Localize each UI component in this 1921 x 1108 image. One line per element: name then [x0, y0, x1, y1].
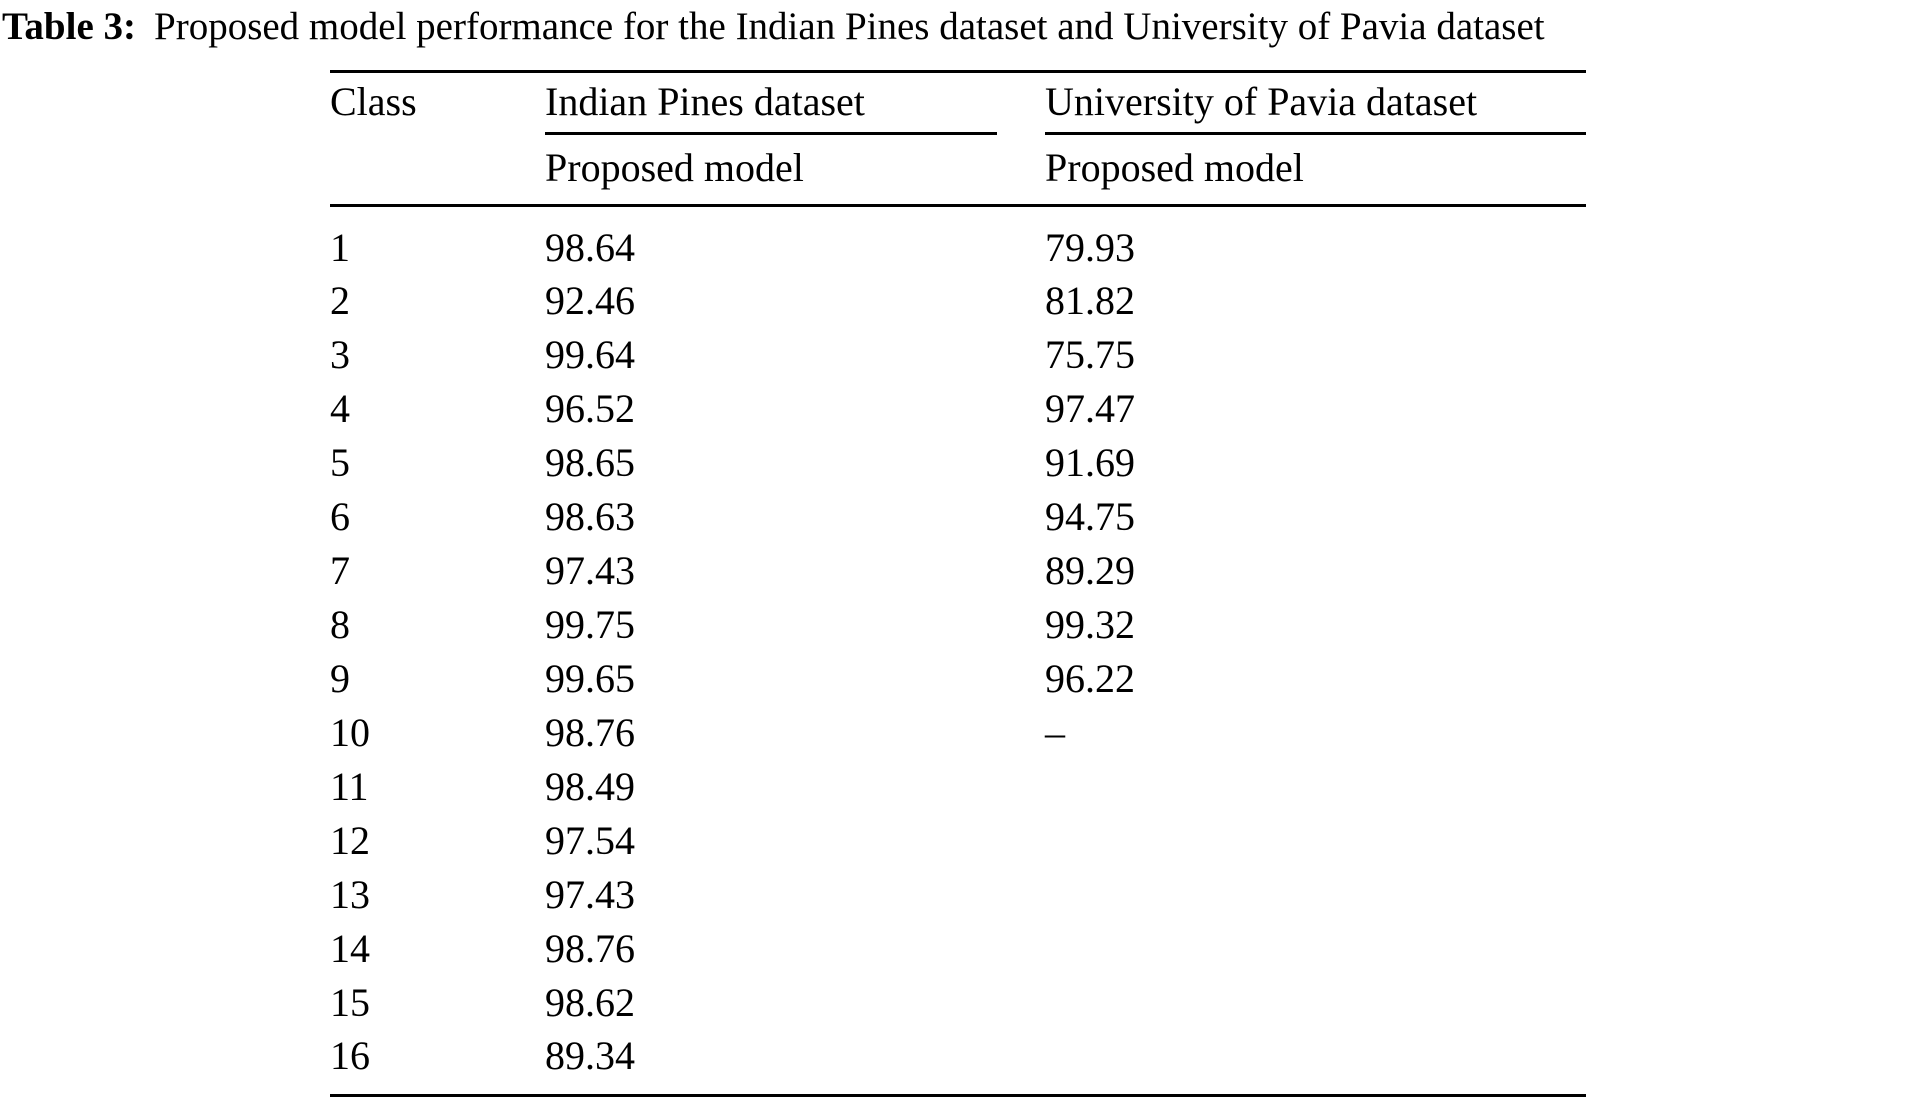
pavia-group-label: University of Pavia dataset [1045, 78, 1478, 124]
indian-pines-cell: 97.43 [545, 548, 635, 593]
indian-pines-cell: 97.54 [545, 818, 635, 863]
table-row: 15 98.62 [330, 976, 1586, 1030]
table-row: 9 99.65 96.22 [330, 652, 1586, 706]
class-cell: 8 [330, 602, 350, 647]
table-row: 16 89.34 [330, 1030, 1586, 1096]
class-cell: 12 [330, 818, 370, 863]
table-row: 8 99.75 99.32 [330, 598, 1586, 652]
class-cell: 5 [330, 440, 350, 485]
table-row: 10 98.76 – [330, 706, 1586, 760]
indian-pines-cell: 99.64 [545, 332, 635, 377]
indian-pines-cell: 98.49 [545, 764, 635, 809]
pavia-cell [1045, 814, 1586, 868]
class-cell: 4 [330, 386, 350, 431]
table-body: 1 98.64 79.93 2 92.46 81.82 3 99.64 75.75 4 96.52 9… [330, 206, 1586, 1096]
caption-label: Table 3: [2, 5, 137, 48]
class-cell: 10 [330, 710, 370, 755]
pavia-column-rule [1045, 131, 1586, 135]
class-cell: 11 [330, 764, 369, 809]
class-cell: 3 [330, 332, 350, 377]
class-cell: 15 [330, 980, 370, 1025]
performance-table-wrap: Class Indian Pines dataset University of… [330, 70, 1586, 1097]
indian-pines-cell: 98.62 [545, 980, 635, 1025]
indian-pines-cell: 99.75 [545, 602, 635, 647]
table-row: 11 98.49 [330, 760, 1586, 814]
table-row: 1 98.64 79.93 [330, 206, 1586, 274]
class-cell: 6 [330, 494, 350, 539]
class-cell: 13 [330, 872, 370, 917]
table-row: 2 92.46 81.82 [330, 274, 1586, 328]
pavia-cell: 89.29 [1045, 548, 1135, 593]
pavia-cell [1045, 1030, 1586, 1096]
pavia-model-header: Proposed model [1045, 144, 1304, 190]
pavia-cell: 97.47 [1045, 386, 1135, 431]
class-cell: 1 [330, 224, 350, 270]
table-row: 6 98.63 94.75 [330, 490, 1586, 544]
table-row: 3 99.64 75.75 [330, 328, 1586, 382]
indian-pines-cell: 97.43 [545, 872, 635, 917]
dataset-header-row: Class Indian Pines dataset University of… [330, 72, 1586, 135]
pavia-cell: – [1045, 710, 1065, 755]
pavia-cell [1045, 976, 1586, 1030]
pavia-cell: 79.93 [1045, 224, 1135, 270]
pavia-cell: 99.32 [1045, 602, 1135, 647]
model-header-row: Proposed model Proposed model [330, 135, 1586, 206]
table-row: 12 97.54 [330, 814, 1586, 868]
pavia-cell [1045, 760, 1586, 814]
results-table: Class Indian Pines dataset University of… [330, 70, 1586, 1097]
indian-pines-model-header: Proposed model [545, 144, 804, 190]
empty-header-cell [330, 135, 545, 206]
class-column-header: Class [330, 78, 417, 124]
pavia-cell [1045, 922, 1586, 976]
indian-pines-cell: 92.46 [545, 278, 635, 323]
table-row: 14 98.76 [330, 922, 1586, 976]
pavia-group-header: University of Pavia dataset [1045, 72, 1586, 135]
class-cell: 2 [330, 278, 350, 323]
indian-pines-cell: 98.63 [545, 494, 635, 539]
pavia-cell [1045, 868, 1586, 922]
pavia-cell: 81.82 [1045, 278, 1135, 323]
indian-pines-column-rule [545, 131, 997, 135]
table-row: 5 98.65 91.69 [330, 436, 1586, 490]
pavia-cell: 94.75 [1045, 494, 1135, 539]
indian-pines-group-header: Indian Pines dataset [545, 72, 1045, 135]
indian-pines-cell: 98.64 [545, 224, 635, 270]
table-row: 7 97.43 89.29 [330, 544, 1586, 598]
indian-pines-cell: 98.76 [545, 710, 635, 755]
class-cell: 9 [330, 656, 350, 701]
indian-pines-cell: 99.65 [545, 656, 635, 701]
indian-pines-cell: 98.76 [545, 926, 635, 971]
pavia-cell: 96.22 [1045, 656, 1135, 701]
table-row: 4 96.52 97.47 [330, 382, 1586, 436]
indian-pines-cell: 89.34 [545, 1033, 635, 1079]
pavia-cell: 91.69 [1045, 440, 1135, 485]
indian-pines-group-label: Indian Pines dataset [545, 78, 865, 124]
caption-text: Proposed model performance for the India… [154, 5, 1545, 48]
class-cell: 16 [330, 1033, 370, 1079]
table-caption: Table 3: Proposed model performance for t… [2, 2, 1921, 52]
table-row: 13 97.43 [330, 868, 1586, 922]
class-cell: 7 [330, 548, 350, 593]
indian-pines-cell: 98.65 [545, 440, 635, 485]
class-cell: 14 [330, 926, 370, 971]
table-header: Class Indian Pines dataset University of… [330, 72, 1586, 206]
pavia-cell: 75.75 [1045, 332, 1135, 377]
indian-pines-cell: 96.52 [545, 386, 635, 431]
